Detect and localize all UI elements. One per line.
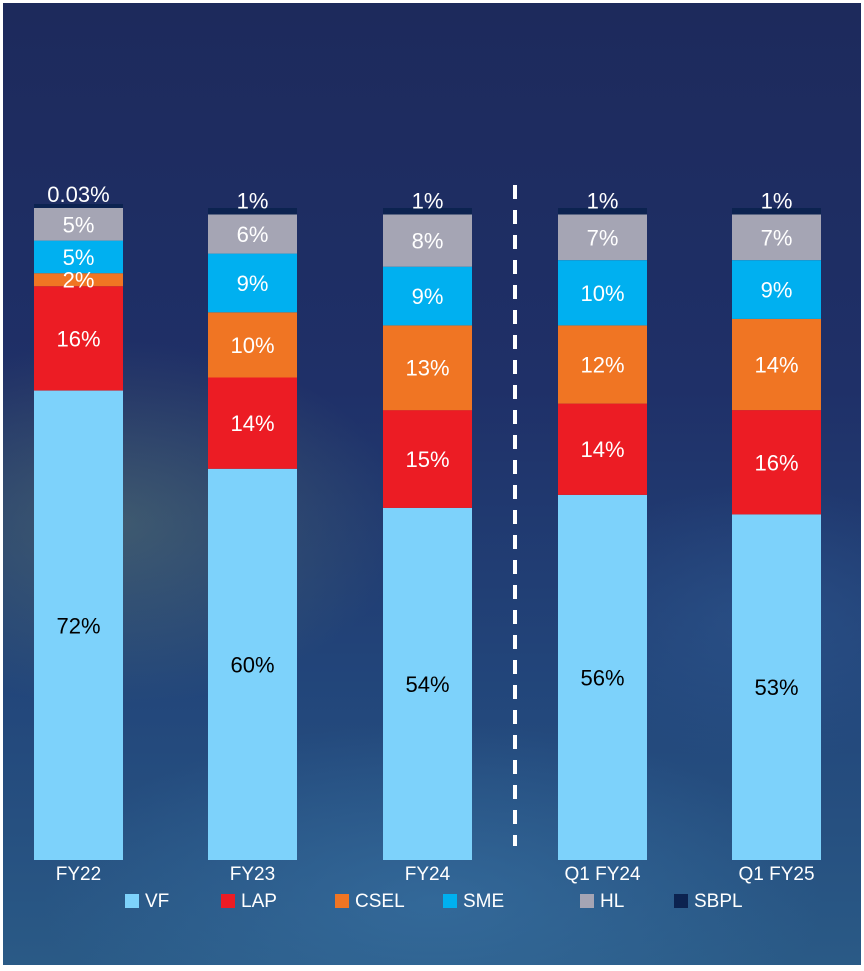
data-label-vf-fy24: 54% (405, 672, 449, 697)
legend-label-csel: CSEL (355, 891, 405, 912)
bar-segment-sbpl-fy22 (34, 204, 123, 208)
data-label-vf-fy23: 60% (230, 652, 274, 677)
bar-segment-csel-q1-fy25 (732, 318, 821, 411)
bar-segment-hl-fy22 (34, 208, 123, 241)
data-label-sme-fy23: 9% (237, 271, 269, 296)
data-label-hl-fy23: 6% (237, 222, 269, 247)
bar-segment-sme-q1-fy25 (732, 260, 821, 319)
legend-label-vf: VF (145, 891, 169, 912)
legend-swatch-lap (221, 894, 235, 908)
data-label-sme-q1-fy24: 10% (580, 281, 624, 306)
bar-segment-csel-fy23 (208, 312, 297, 378)
legend-label-hl: HL (600, 891, 624, 912)
bar-segment-sme-fy22 (34, 240, 123, 274)
data-label-csel-fy24: 13% (405, 356, 449, 381)
data-label-csel-fy23: 10% (230, 333, 274, 358)
data-label-lap-fy22: 16% (56, 326, 100, 351)
data-labels-group: 72%16%2%5%5%0.03%FY2260%14%10%9%6%1%FY23… (47, 182, 814, 885)
bar-segment-sme-fy24 (383, 266, 472, 326)
bar-segment-sbpl-q1-fy25 (732, 208, 821, 215)
bar-segment-sbpl-q1-fy24 (558, 208, 647, 215)
data-label-lap-fy23: 14% (230, 411, 274, 436)
category-label-q1-fy25: Q1 FY25 (738, 864, 814, 885)
data-label-sme-fy24: 9% (412, 284, 444, 309)
legend-label-sme: SME (463, 891, 504, 912)
data-label-hl-q1-fy25: 7% (761, 225, 793, 250)
category-label-fy24: FY24 (405, 864, 451, 885)
bar-segment-lap-fy24 (383, 410, 472, 508)
bar-segment-vf-q1-fy25 (732, 514, 821, 860)
bar-segment-vf-q1-fy24 (558, 494, 647, 860)
category-label-q1-fy24: Q1 FY24 (564, 864, 640, 885)
bar-segment-lap-q1-fy24 (558, 403, 647, 495)
legend-swatch-csel (335, 894, 349, 908)
legend-swatch-vf (125, 894, 139, 908)
bar-segment-hl-fy23 (208, 214, 297, 254)
stacked-bar-chart: 72%16%2%5%5%0.03%FY2260%14%10%9%6%1%FY23… (34, 182, 821, 912)
bar-segment-sme-fy23 (208, 253, 297, 313)
bar-segment-csel-fy22 (34, 273, 123, 287)
data-label-sme-q1-fy25: 9% (761, 278, 793, 303)
legend-swatch-hl (580, 894, 594, 908)
data-label-hl-q1-fy24: 7% (587, 225, 619, 250)
bar-segment-sbpl-fy24 (383, 208, 472, 215)
category-label-fy23: FY23 (230, 864, 275, 885)
bar-segment-hl-q1-fy25 (732, 214, 821, 261)
legend-label-lap: LAP (241, 891, 277, 912)
data-label-lap-q1-fy24: 14% (580, 437, 624, 462)
data-label-sbpl-fy24: 1% (412, 189, 444, 214)
legend-swatch-sme (443, 894, 457, 908)
data-label-vf-q1-fy25: 53% (754, 675, 798, 700)
data-label-vf-q1-fy24: 56% (580, 665, 624, 690)
data-label-sbpl-fy23: 1% (237, 189, 269, 214)
data-label-lap-fy24: 15% (405, 447, 449, 472)
data-label-sbpl-fy22: 0.03% (47, 182, 109, 207)
bar-segment-hl-fy24 (383, 214, 472, 267)
data-label-csel-q1-fy24: 12% (580, 353, 624, 378)
data-label-csel-q1-fy25: 14% (754, 353, 798, 378)
data-label-hl-fy24: 8% (412, 229, 444, 254)
category-label-fy22: FY22 (56, 864, 101, 885)
bar-segment-vf-fy24 (383, 507, 472, 860)
bar-segment-lap-fy22 (34, 286, 123, 391)
bar-segment-csel-fy24 (383, 325, 472, 411)
bar-segment-lap-fy23 (208, 377, 297, 469)
bar-segment-vf-fy22 (34, 390, 123, 860)
data-label-vf-fy22: 72% (56, 613, 100, 638)
bar-segment-vf-fy23 (208, 468, 297, 860)
data-label-sbpl-q1-fy24: 1% (587, 189, 619, 214)
bar-segment-hl-q1-fy24 (558, 214, 647, 261)
bars-group (34, 204, 821, 860)
legend-swatch-sbpl (674, 894, 688, 908)
data-label-csel-fy22: 2% (63, 268, 95, 293)
data-label-sbpl-q1-fy25: 1% (761, 189, 793, 214)
data-label-lap-q1-fy25: 16% (754, 450, 798, 475)
data-label-sme-fy22: 5% (63, 245, 95, 270)
bar-segment-sme-q1-fy24 (558, 260, 647, 326)
bar-segment-lap-q1-fy25 (732, 410, 821, 515)
legend-label-sbpl: SBPL (694, 891, 743, 912)
bar-segment-csel-q1-fy24 (558, 325, 647, 404)
bar-segment-sbpl-fy23 (208, 208, 297, 215)
data-label-hl-fy22: 5% (63, 212, 95, 237)
legend: VF LAP CSEL SME HL SBPL (125, 891, 743, 912)
